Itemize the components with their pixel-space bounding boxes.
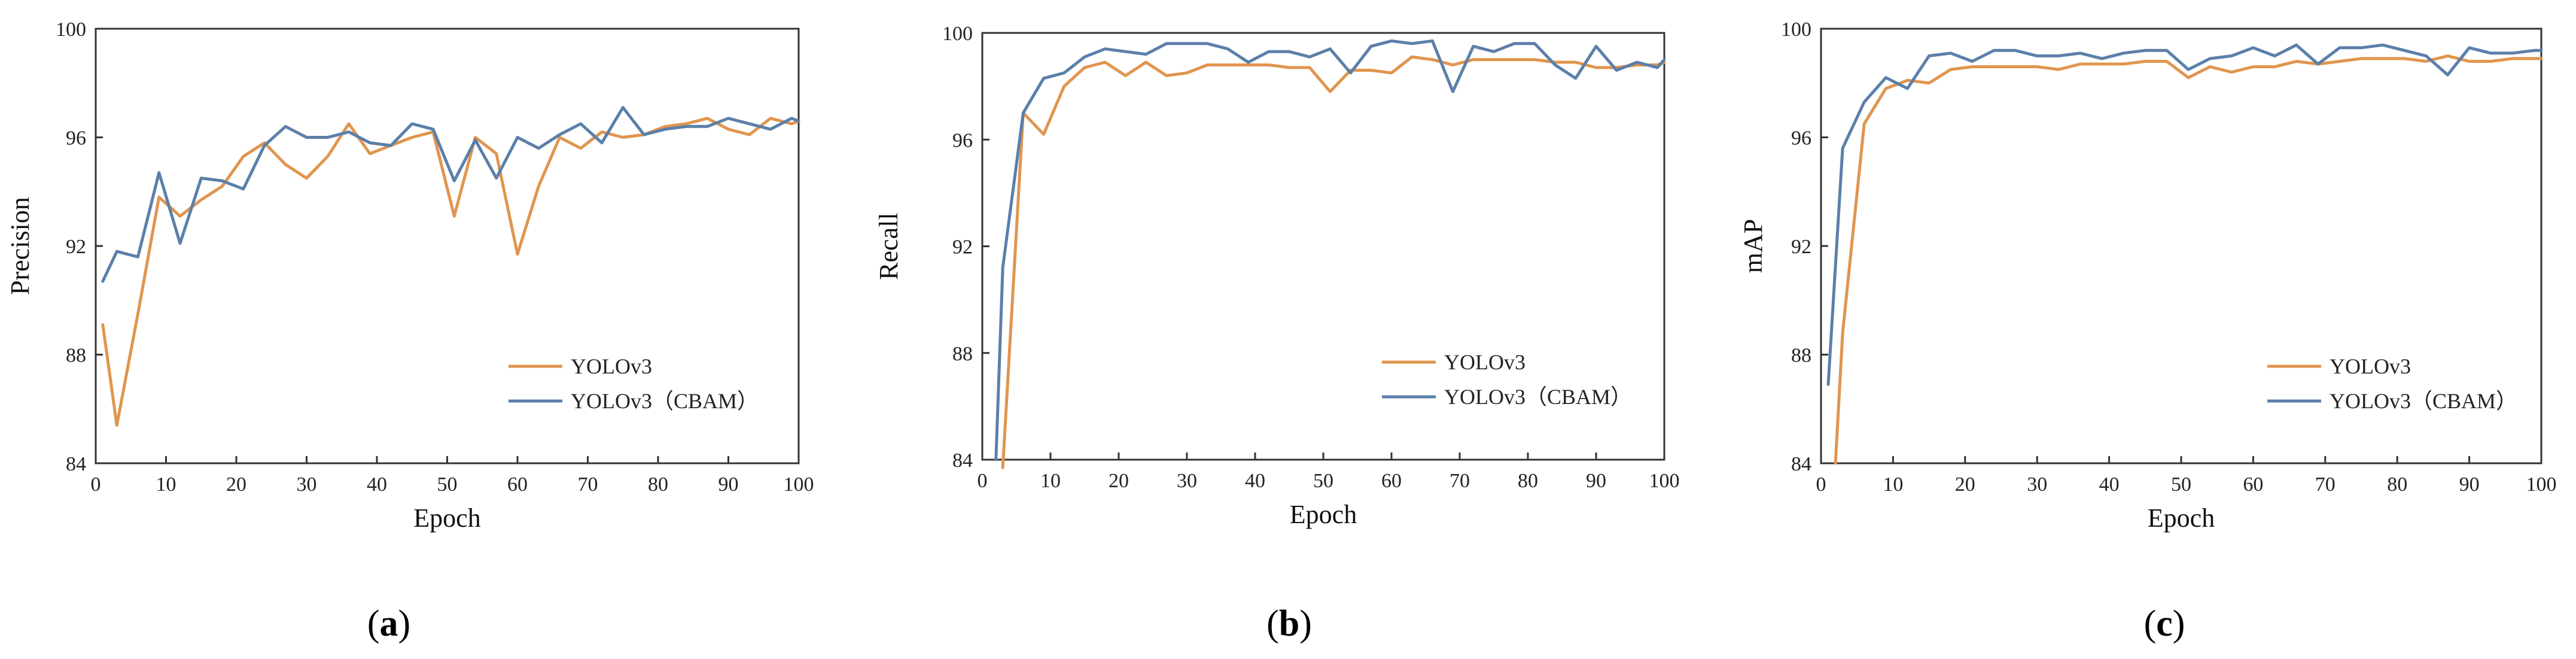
x-tick-label: 20: [1955, 473, 1975, 496]
x-tick-label: 20: [1109, 470, 1129, 492]
x-tick-label: 70: [2315, 473, 2336, 496]
series-line-yolov3-cbam: [1826, 43, 2543, 386]
x-tick-label: 90: [1586, 470, 1606, 492]
panel-caption: (b): [1266, 603, 1312, 644]
x-tick-label: 90: [718, 473, 739, 496]
series-line-yolov3-cbam: [101, 106, 800, 283]
y-tick-label: 88: [66, 345, 86, 367]
x-tick-label: 0: [91, 473, 101, 496]
x-tick-label: 100: [2526, 473, 2557, 496]
caption-letter: c: [2156, 603, 2173, 644]
y-tick-label: 100: [942, 23, 973, 45]
y-tick-label: 100: [56, 19, 86, 41]
x-tick-label: 40: [1245, 470, 1265, 492]
caption-open: (: [367, 603, 380, 644]
y-axis-label: Recall: [874, 212, 903, 280]
caption-open: (: [2144, 603, 2157, 644]
legend-label: YOLOv3（CBAM）: [2330, 389, 2517, 413]
x-tick-label: 80: [648, 473, 668, 496]
caption-open: (: [1266, 603, 1279, 644]
legend-label: YOLOv3: [571, 354, 652, 378]
x-tick-label: 40: [2099, 473, 2120, 496]
x-tick-label: 30: [297, 473, 317, 496]
y-tick-label: 92: [66, 236, 86, 258]
x-tick-label: 50: [2171, 473, 2191, 496]
legend: YOLOv3 YOLOv3（CBAM）: [1382, 350, 1632, 409]
series-line-yolov3: [101, 117, 800, 427]
y-axis-label: Precision: [5, 197, 35, 295]
x-tick-label: 90: [2459, 473, 2480, 496]
series-line-yolov3: [1834, 54, 2543, 465]
x-tick-label: 70: [1450, 470, 1470, 492]
y-tick-label: 88: [952, 343, 973, 365]
caption-close: ): [1299, 603, 1312, 644]
y-tick-label: 96: [952, 129, 973, 151]
x-axis-label: Epoch: [413, 503, 480, 533]
x-tick-label: 50: [1313, 470, 1333, 492]
panel-caption: (c): [2144, 603, 2185, 644]
x-tick-label: 80: [1518, 470, 1538, 492]
x-tick-label: 60: [1381, 470, 1402, 492]
x-tick-label: 20: [226, 473, 246, 496]
caption-close: ): [398, 603, 411, 644]
panel-caption: (a): [367, 603, 410, 644]
y-tick-label: 92: [952, 236, 973, 259]
y-tick-label: 100: [1781, 19, 1811, 41]
x-tick-label: 40: [367, 473, 387, 496]
y-tick-label: 84: [952, 450, 973, 472]
x-tick-label: 100: [1649, 470, 1680, 492]
x-tick-label: 10: [1040, 470, 1061, 492]
y-tick-label: 88: [1791, 345, 1811, 367]
y-tick-label: 84: [1791, 453, 1811, 475]
legend: YOLOv3 YOLOv3（CBAM）: [2267, 354, 2517, 413]
legend-label: YOLOv3（CBAM）: [1444, 385, 1632, 409]
y-tick-label: 96: [1791, 127, 1811, 150]
x-tick-label: 10: [156, 473, 176, 496]
y-tick-label: 96: [66, 127, 86, 150]
caption-close: ): [2173, 603, 2185, 644]
x-axis-label: Epoch: [2148, 503, 2215, 533]
x-tick-label: 70: [578, 473, 598, 496]
x-tick-label: 0: [1816, 473, 1826, 496]
chart-panel-b: 0 10 20 30 40 50 60 70 80 90 100 84 88 92 96 100 Epoch Re…: [874, 23, 1680, 644]
x-tick-label: 30: [2027, 473, 2047, 496]
legend-label: YOLOv3: [2330, 354, 2411, 378]
x-tick-label: 50: [437, 473, 458, 496]
x-tick-label: 60: [507, 473, 528, 496]
legend-label: YOLOv3: [1444, 350, 1525, 374]
chart-panel-c: 0 10 20 30 40 50 60 70 80 90 100 84 88 92 96 100 Epoch mA…: [1738, 19, 2557, 644]
caption-letter: b: [1279, 603, 1299, 644]
chart-panel-a: 0 10 20 30 40 50 60 70 80 90 100 84 88 92 96 100 Epoch Pr…: [5, 19, 814, 644]
caption-letter: a: [380, 603, 398, 644]
y-tick-label: 92: [1791, 236, 1811, 258]
x-tick-label: 60: [2243, 473, 2263, 496]
series-line-yolov3: [1001, 55, 1666, 469]
legend-label: YOLOv3（CBAM）: [571, 389, 759, 413]
series-line-yolov3-cbam: [994, 39, 1666, 461]
x-tick-label: 10: [1883, 473, 1903, 496]
y-axis-label: mAP: [1738, 219, 1768, 273]
x-tick-label: 30: [1177, 470, 1197, 492]
x-axis-label: Epoch: [1290, 500, 1357, 529]
y-tick-label: 84: [66, 453, 86, 475]
x-tick-label: 0: [978, 470, 988, 492]
x-tick-label: 80: [2387, 473, 2407, 496]
x-tick-label: 100: [784, 473, 814, 496]
legend: YOLOv3 YOLOv3（CBAM）: [508, 354, 759, 413]
